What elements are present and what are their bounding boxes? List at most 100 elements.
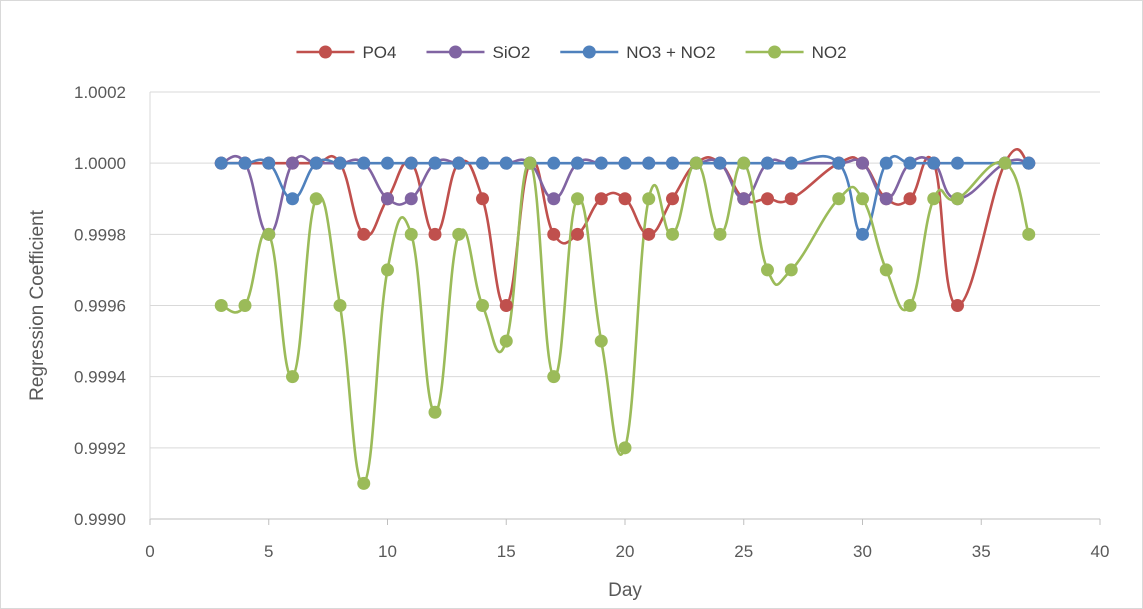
axes: 0.9990 0.9992 0.9994 0.9996 0.9998 1.0000 1.00… — [74, 83, 1109, 561]
data-point-no3-no2 — [903, 156, 917, 170]
legend-swatch-marker — [768, 45, 782, 59]
data-point-no3-no2 — [262, 156, 276, 170]
data-point-po4 — [618, 192, 632, 206]
data-point-no3-no2 — [476, 156, 489, 170]
legend-item-po4: PO4 — [296, 43, 396, 62]
x-tick-label: 5 — [264, 542, 273, 561]
data-point-sio2 — [879, 192, 893, 206]
data-point-po4 — [951, 299, 964, 312]
legend-swatch-marker — [448, 45, 462, 59]
data-point-no3-no2 — [404, 156, 418, 170]
data-point-po4 — [594, 192, 608, 206]
data-point-no2 — [856, 192, 869, 206]
data-point-sio2 — [737, 192, 751, 206]
legend-item-no2: NO2 — [745, 43, 847, 62]
data-point-no2 — [927, 192, 941, 206]
x-tick-label: 30 — [853, 542, 872, 561]
y-tick-label: 0.9996 — [74, 297, 126, 316]
x-tick-label: 20 — [616, 542, 635, 561]
data-point-no2 — [594, 334, 608, 348]
data-point-no3-no2 — [357, 156, 371, 170]
data-point-no3-no2 — [832, 156, 846, 170]
series-markers — [214, 156, 1036, 490]
data-point-no3-no2 — [713, 156, 727, 170]
data-point-no3-no2 — [927, 156, 941, 170]
legend-item-sio2: SiO2 — [426, 43, 530, 62]
y-tick-label: 0.9990 — [74, 510, 126, 529]
data-point-no2 — [666, 227, 679, 241]
data-point-no2 — [903, 299, 917, 312]
data-point-no3-no2 — [856, 227, 869, 241]
data-point-no2 — [214, 299, 228, 312]
x-tick-label: 25 — [734, 542, 753, 561]
x-tick-label: 10 — [378, 542, 397, 561]
y-tick-label: 1.0002 — [74, 83, 126, 102]
data-point-no2 — [713, 227, 727, 241]
data-point-no3-no2 — [642, 156, 656, 170]
y-tick-label: 0.9994 — [74, 368, 126, 387]
y-tick-label: 0.9998 — [74, 225, 126, 244]
x-tick-label: 40 — [1091, 542, 1110, 561]
data-point-no3-no2 — [879, 156, 893, 170]
data-point-no2 — [452, 227, 466, 241]
data-point-no3-no2 — [594, 156, 608, 170]
data-point-sio2 — [404, 192, 418, 206]
data-point-po4 — [499, 299, 513, 312]
data-point-no3-no2 — [761, 156, 774, 170]
data-point-no2 — [476, 299, 489, 312]
gridlines — [150, 91, 1100, 449]
data-point-no3-no2 — [452, 156, 466, 170]
data-point-po4 — [666, 192, 679, 206]
data-point-sio2 — [286, 156, 299, 170]
legend-label: NO3 + NO2 — [626, 43, 715, 62]
legend: PO4 SiO2 NO3 + NO2 NO2 — [296, 43, 847, 62]
data-point-sio2 — [381, 192, 394, 206]
data-point-po4 — [571, 227, 584, 241]
data-point-po4 — [903, 192, 917, 206]
data-point-po4 — [761, 192, 774, 206]
data-point-no2 — [761, 263, 774, 277]
data-point-no2 — [309, 192, 323, 206]
data-point-no3-no2 — [214, 156, 228, 170]
legend-swatch-marker — [582, 45, 596, 59]
data-point-no2 — [1022, 227, 1036, 241]
data-point-sio2 — [856, 156, 869, 170]
data-point-no2 — [784, 263, 798, 277]
data-point-no3-no2 — [571, 156, 584, 170]
data-point-po4 — [476, 192, 489, 206]
data-point-no3-no2 — [666, 156, 679, 170]
data-point-no3-no2 — [951, 156, 964, 170]
data-point-no2 — [689, 156, 703, 170]
data-point-no2 — [238, 299, 252, 312]
x-tick-label: 35 — [972, 542, 991, 561]
data-point-no3-no2 — [333, 156, 347, 170]
data-point-no3-no2 — [547, 156, 561, 170]
data-point-no3-no2 — [499, 156, 513, 170]
data-point-no2 — [286, 370, 299, 384]
data-point-no2 — [618, 441, 632, 455]
data-point-no2 — [333, 299, 347, 312]
legend-label: NO2 — [812, 43, 847, 62]
data-point-no3-no2 — [784, 156, 798, 170]
series-line-po4 — [219, 147, 1031, 307]
data-point-no2 — [642, 192, 656, 206]
data-point-po4 — [784, 192, 798, 206]
data-point-no2 — [381, 263, 394, 277]
y-tick-label: 0.9992 — [74, 439, 126, 458]
data-point-no3-no2 — [381, 156, 394, 170]
data-point-no2 — [262, 227, 276, 241]
legend-swatch-marker — [318, 45, 332, 59]
data-point-sio2 — [547, 192, 561, 206]
data-point-no2 — [737, 156, 751, 170]
data-point-no2 — [523, 156, 537, 170]
legend-label: SiO2 — [492, 43, 530, 62]
y-axis-title: Regression Coefficient — [27, 209, 48, 401]
data-point-no2 — [357, 476, 371, 490]
data-point-no2 — [832, 192, 846, 206]
data-point-no3-no2 — [286, 192, 299, 206]
data-point-po4 — [357, 227, 371, 241]
data-point-no3-no2 — [1022, 156, 1036, 170]
series-line-no2 — [219, 160, 1031, 485]
data-point-no3-no2 — [238, 156, 252, 170]
